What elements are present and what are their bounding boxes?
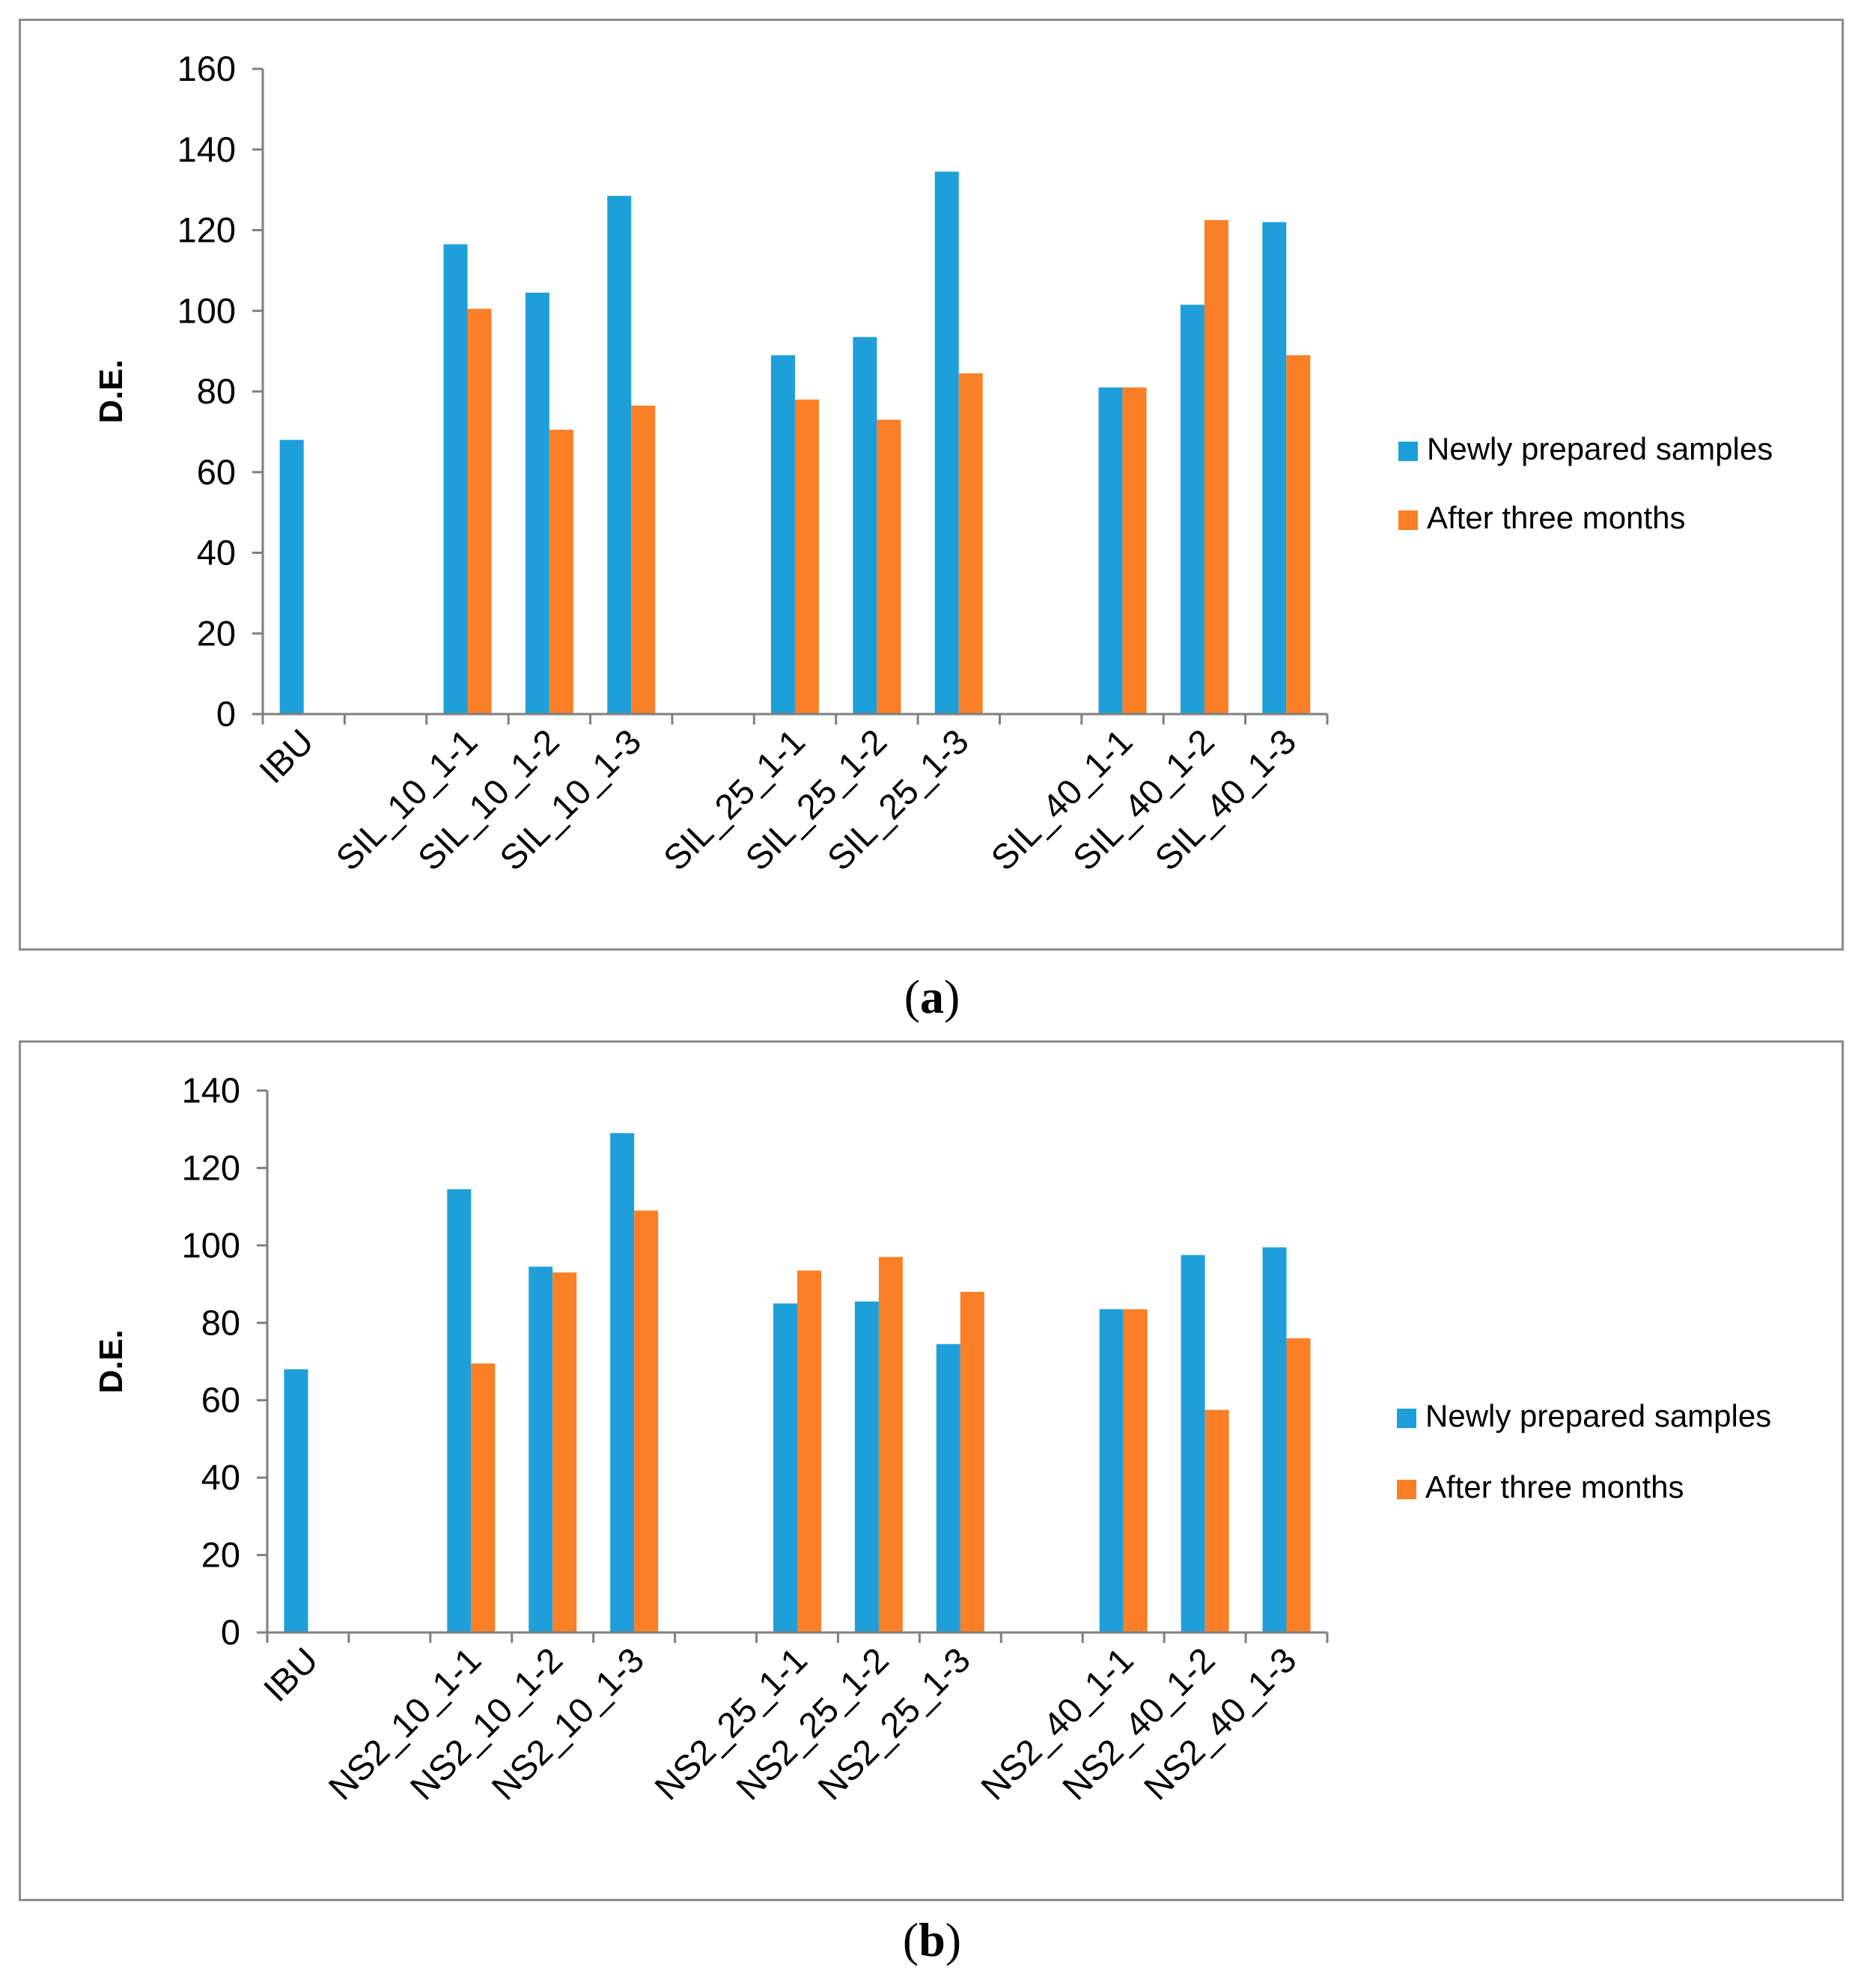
y-axis-label: D.E. <box>93 359 130 424</box>
y-tick-label: 80 <box>197 371 236 411</box>
bar-after-9 <box>958 373 983 714</box>
legend-swatch-1 <box>1397 1409 1416 1428</box>
chart-panel-b: D.E. 0 20 40 60 80 100 120 140 IBU NS2_10_1-1 NS2_1… <box>19 1040 1844 1901</box>
bar-after-7 <box>797 1270 821 1632</box>
bar-after-3 <box>467 308 492 714</box>
legend-label-2: After three months <box>1425 1469 1684 1504</box>
legend-swatch-1 <box>1398 442 1418 461</box>
caption-b: (b) <box>902 1913 962 1966</box>
y-tick-label: 140 <box>182 1070 240 1110</box>
y-tick-label: 60 <box>197 452 236 492</box>
chart-panel-a: D.E. 0 20 40 60 80 100 120 140 160 IBU SIL_10_1-1 SI… <box>19 19 1844 951</box>
bar-newly-8 <box>854 1301 879 1632</box>
bar-newly-13 <box>1262 1247 1287 1632</box>
bar-newly-3 <box>447 1189 472 1632</box>
bar-after-3 <box>471 1363 496 1632</box>
bar-after-13 <box>1286 355 1311 714</box>
bar-newly-12 <box>1181 1254 1205 1632</box>
bar-newly-7 <box>771 355 795 714</box>
bar-newly-8 <box>853 337 877 714</box>
bar-newly-1 <box>279 439 304 714</box>
legend-label-2: After three months <box>1427 500 1686 535</box>
bar-newly-5 <box>607 195 632 714</box>
bar-newly-4 <box>525 293 549 715</box>
bar-after-5 <box>634 1210 659 1632</box>
legend-swatch-2 <box>1397 1480 1416 1499</box>
bar-newly-4 <box>529 1266 553 1632</box>
bar-after-4 <box>549 430 573 714</box>
bar-after-12 <box>1204 220 1228 714</box>
y-tick-label: 40 <box>201 1457 240 1497</box>
y-tick-label: 40 <box>197 533 236 573</box>
bar-newly-9 <box>936 1344 960 1632</box>
bar-newly-11 <box>1099 1309 1124 1632</box>
y-tick-label: 160 <box>177 49 236 88</box>
y-tick-label: 20 <box>201 1535 240 1575</box>
y-tick-label: 120 <box>177 210 236 250</box>
bar-newly-11 <box>1098 387 1123 714</box>
bar-after-7 <box>795 399 819 714</box>
x-tick-label-1: IBU <box>256 1640 326 1710</box>
legend-swatch-2 <box>1398 510 1418 530</box>
bar-chart-b: D.E.020406080100120140IBUNS2_10_1-1NS2_1… <box>93 1070 1771 1808</box>
bar-after-11 <box>1122 387 1147 714</box>
y-axis-label: D.E. <box>93 1329 130 1394</box>
bar-after-13 <box>1286 1338 1311 1632</box>
caption-a-label: a <box>920 970 944 1023</box>
y-tick-label: 100 <box>182 1225 240 1265</box>
bar-after-4 <box>552 1272 577 1632</box>
legend-label-1: Newly prepared samples <box>1425 1398 1771 1433</box>
y-tick-label: 0 <box>216 694 236 734</box>
bar-after-8 <box>877 419 901 714</box>
bar-newly-1 <box>284 1369 308 1632</box>
y-tick-label: 100 <box>177 290 236 330</box>
bar-after-11 <box>1123 1309 1148 1632</box>
y-tick-label: 140 <box>177 129 236 169</box>
x-tick-label-1: IBU <box>252 722 321 791</box>
y-tick-label: 80 <box>201 1302 240 1342</box>
bar-newly-3 <box>443 244 468 714</box>
y-tick-label: 120 <box>182 1147 240 1187</box>
caption-a: (a) <box>904 970 960 1023</box>
bar-newly-5 <box>610 1132 635 1632</box>
legend-label-1: Newly prepared samples <box>1427 431 1773 466</box>
bar-newly-7 <box>773 1303 797 1632</box>
y-tick-label: 0 <box>221 1612 240 1652</box>
bar-newly-9 <box>934 171 959 715</box>
bar-after-8 <box>878 1257 903 1632</box>
bar-after-5 <box>631 405 656 714</box>
caption-b-label: b <box>919 1913 945 1966</box>
bar-newly-13 <box>1262 222 1287 715</box>
bar-newly-12 <box>1180 305 1204 714</box>
y-tick-label: 60 <box>201 1380 240 1420</box>
bar-after-12 <box>1204 1409 1229 1632</box>
bar-after-9 <box>960 1291 984 1632</box>
y-tick-label: 20 <box>197 613 236 653</box>
